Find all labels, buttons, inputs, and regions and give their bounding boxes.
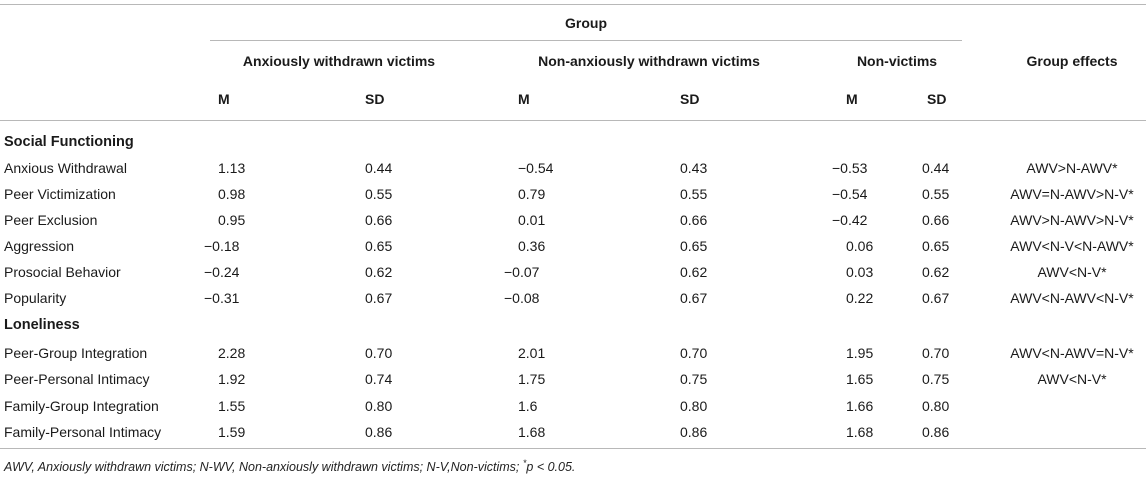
nv-m-cell: 0.06 bbox=[846, 238, 874, 254]
section-title-loneliness: Loneliness bbox=[4, 317, 80, 333]
nawv-sd-cell: 0.55 bbox=[680, 186, 708, 202]
row-label: Peer-Group Integration bbox=[4, 345, 148, 361]
header-bottom-rule bbox=[0, 120, 1146, 121]
row-label: Peer Victimization bbox=[4, 186, 116, 202]
body-bottom-rule bbox=[0, 448, 1146, 449]
nawv-group-header: Non-anxiously withdrawn victims bbox=[538, 53, 760, 69]
nv-m-cell: 1.95 bbox=[846, 345, 874, 361]
nv-m-cell: −0.54 bbox=[832, 186, 868, 202]
group-effect-cell: AWV<N-V<N-AWV* bbox=[1010, 238, 1134, 254]
nv-m-header: M bbox=[846, 91, 858, 107]
footnote-star: * bbox=[522, 457, 527, 468]
group-effect-cell: AWV=N-AWV>N-V* bbox=[1010, 186, 1134, 202]
awv-sd-cell: 0.80 bbox=[365, 398, 393, 414]
row-label: Aggression bbox=[4, 238, 75, 254]
row-label: Family-Group Integration bbox=[4, 398, 159, 414]
nawv-sd-cell: 0.86 bbox=[680, 424, 708, 440]
awv-m-cell: 1.92 bbox=[218, 371, 246, 387]
nawv-sd-cell: 0.80 bbox=[680, 398, 708, 414]
nv-sd-header: SD bbox=[927, 91, 947, 107]
nawv-sd-cell: 0.75 bbox=[680, 371, 708, 387]
nv-m-cell: 1.65 bbox=[846, 371, 874, 387]
nawv-sd-cell: 0.66 bbox=[680, 212, 708, 228]
awv-m-cell: 1.13 bbox=[218, 160, 246, 176]
nv-m-cell: −0.42 bbox=[832, 212, 868, 228]
group-effect-cell: AWV>N-AWV>N-V* bbox=[1010, 212, 1134, 228]
nv-group-header: Non-victims bbox=[856, 53, 938, 69]
nawv-m-cell: −0.08 bbox=[504, 290, 540, 306]
awv-sd-cell: 0.62 bbox=[365, 264, 393, 280]
nawv-m-cell: −0.54 bbox=[518, 160, 554, 176]
group-effect-cell: AWV<N-V* bbox=[1037, 371, 1107, 387]
awv-m-cell: −0.18 bbox=[204, 238, 240, 254]
nv-sd-cell: 0.80 bbox=[922, 398, 950, 414]
nawv-sd-cell: 0.70 bbox=[680, 345, 708, 361]
nv-sd-cell: 0.70 bbox=[922, 345, 950, 361]
awv-sd-cell: 0.67 bbox=[365, 290, 393, 306]
awv-m-cell: 2.28 bbox=[218, 345, 246, 361]
nv-m-cell: 1.66 bbox=[846, 398, 874, 414]
awv-sd-cell: 0.86 bbox=[365, 424, 393, 440]
row-label: Popularity bbox=[4, 290, 67, 306]
row-label: Peer-Personal Intimacy bbox=[4, 371, 150, 387]
awv-m-header: M bbox=[218, 91, 230, 107]
awv-sd-cell: 0.44 bbox=[365, 160, 393, 176]
nv-sd-cell: 0.75 bbox=[922, 371, 950, 387]
awv-sd-cell: 0.74 bbox=[365, 371, 393, 387]
nv-sd-cell: 0.65 bbox=[922, 238, 950, 254]
nv-sd-cell: 0.44 bbox=[922, 160, 950, 176]
awv-sd-cell: 0.55 bbox=[365, 186, 393, 202]
nawv-sd-cell: 0.67 bbox=[680, 290, 708, 306]
group-effect-cell: AWV<N-AWV=N-V* bbox=[1010, 345, 1134, 361]
nv-sd-cell: 0.55 bbox=[922, 186, 950, 202]
nawv-sd-cell: 0.65 bbox=[680, 238, 708, 254]
awv-sd-header: SD bbox=[365, 91, 385, 107]
nv-m-cell: 0.03 bbox=[846, 264, 874, 280]
awv-group-header: Anxiously withdrawn victims bbox=[242, 53, 436, 69]
row-label: Family-Personal Intimacy bbox=[4, 424, 162, 440]
nv-m-cell: 1.68 bbox=[846, 424, 874, 440]
nawv-m-cell: 2.01 bbox=[518, 345, 546, 361]
group-effects-header: Group effects bbox=[1026, 53, 1118, 69]
group-underline bbox=[210, 40, 962, 41]
group-header: Group bbox=[565, 15, 607, 31]
nawv-sd-cell: 0.43 bbox=[680, 160, 708, 176]
nawv-sd-header: SD bbox=[680, 91, 700, 107]
nawv-sd-cell: 0.62 bbox=[680, 264, 708, 280]
nv-m-cell: −0.53 bbox=[832, 160, 868, 176]
group-effect-cell: AWV>N-AWV* bbox=[1026, 160, 1118, 176]
awv-m-cell: 1.59 bbox=[218, 424, 246, 440]
nv-sd-cell: 0.62 bbox=[922, 264, 950, 280]
awv-sd-cell: 0.70 bbox=[365, 345, 393, 361]
nv-sd-cell: 0.66 bbox=[922, 212, 950, 228]
nawv-m-header: M bbox=[518, 91, 530, 107]
group-effect-cell: AWV<N-AWV<N-V* bbox=[1010, 290, 1134, 306]
nawv-m-cell: 0.01 bbox=[518, 212, 546, 228]
group-effect-cell: AWV<N-V* bbox=[1037, 264, 1107, 280]
table-footnote: AWV, Anxiously withdrawn victims; N-WV, … bbox=[4, 457, 576, 474]
awv-m-cell: 0.95 bbox=[218, 212, 246, 228]
awv-m-cell: −0.24 bbox=[204, 264, 240, 280]
awv-m-cell: −0.31 bbox=[204, 290, 240, 306]
footnote-p-value: p < 0.05. bbox=[526, 460, 576, 474]
section-title-social-functioning: Social Functioning bbox=[4, 134, 134, 150]
awv-m-cell: 0.98 bbox=[218, 186, 246, 202]
awv-sd-cell: 0.65 bbox=[365, 238, 393, 254]
nv-sd-cell: 0.86 bbox=[922, 424, 950, 440]
footnote-text: AWV, Anxiously withdrawn victims; N-WV, … bbox=[4, 460, 523, 474]
row-label: Peer Exclusion bbox=[4, 212, 98, 228]
row-label: Prosocial Behavior bbox=[4, 264, 121, 280]
nawv-m-cell: −0.07 bbox=[504, 264, 540, 280]
nv-sd-cell: 0.67 bbox=[922, 290, 950, 306]
nawv-m-cell: 0.79 bbox=[518, 186, 546, 202]
row-label: Anxious Withdrawal bbox=[4, 160, 127, 176]
nv-m-cell: 0.22 bbox=[846, 290, 874, 306]
awv-m-cell: 1.55 bbox=[218, 398, 246, 414]
nawv-m-cell: 1.68 bbox=[518, 424, 546, 440]
top-rule bbox=[0, 4, 1146, 5]
awv-sd-cell: 0.66 bbox=[365, 212, 393, 228]
nawv-m-cell: 1.75 bbox=[518, 371, 546, 387]
nawv-m-cell: 1.6 bbox=[518, 398, 538, 414]
nawv-m-cell: 0.36 bbox=[518, 238, 546, 254]
